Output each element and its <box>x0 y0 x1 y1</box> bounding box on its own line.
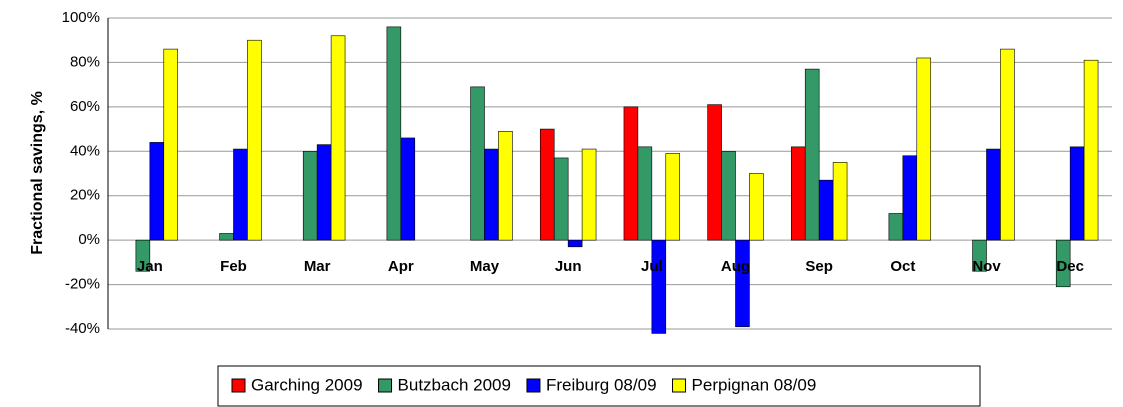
legend-swatch <box>231 378 246 393</box>
y-tick-label: 60% <box>70 98 100 115</box>
legend-swatch <box>672 378 687 393</box>
bar <box>790 146 806 241</box>
bar <box>637 146 653 241</box>
bar <box>749 173 764 241</box>
x-tick-label: Nov <box>972 258 1001 275</box>
bar <box>567 239 583 248</box>
y-tick-label: 100% <box>62 9 100 26</box>
bar <box>539 128 555 241</box>
bar <box>804 68 820 241</box>
bar <box>484 148 499 241</box>
bar <box>163 48 179 241</box>
x-tick-label: Jan <box>137 258 163 275</box>
legend-label: Garching 2009 <box>251 375 363 394</box>
x-tick-label: Sep <box>805 258 833 275</box>
legend <box>217 365 981 407</box>
bar <box>972 239 987 272</box>
bar <box>219 233 234 241</box>
y-tick-label: -20% <box>65 276 100 293</box>
x-tick-label: Oct <box>890 258 915 275</box>
bar <box>400 137 416 241</box>
y-axis-label: Fractional savings, % <box>29 91 46 255</box>
bar <box>149 142 165 241</box>
legend-label: Freiburg 08/09 <box>546 375 657 394</box>
x-tick-label: Jun <box>555 258 582 275</box>
bar <box>623 106 639 241</box>
bar <box>1000 48 1015 241</box>
bar <box>1055 239 1071 288</box>
bar <box>916 57 932 241</box>
y-tick-label: 20% <box>70 187 100 204</box>
bar <box>553 157 569 241</box>
bar <box>330 35 346 241</box>
bar <box>470 86 485 241</box>
bar <box>233 148 248 241</box>
x-tick-label: Mar <box>304 258 331 275</box>
bar <box>832 162 848 241</box>
bar <box>651 239 667 334</box>
bar <box>581 148 597 241</box>
bar <box>247 39 262 241</box>
bar <box>316 144 332 241</box>
x-tick-label: Feb <box>220 258 247 275</box>
x-tick-label: May <box>470 258 500 275</box>
bar <box>721 150 736 241</box>
x-tick-label: Apr <box>388 258 414 275</box>
x-tick-label: Dec <box>1056 258 1084 275</box>
bar <box>902 155 918 241</box>
y-tick-label: 80% <box>70 53 100 70</box>
bar <box>1083 59 1099 241</box>
y-tick-label: -40% <box>65 320 100 337</box>
y-tick-label: 40% <box>70 142 100 159</box>
legend-swatch <box>378 378 393 393</box>
bar <box>707 104 722 241</box>
y-tick-label: 0% <box>78 231 100 248</box>
bar <box>135 239 151 272</box>
bar <box>386 26 402 241</box>
bar <box>735 239 750 328</box>
bar <box>665 153 681 241</box>
bar <box>986 148 1001 241</box>
bar <box>498 130 513 241</box>
bar <box>818 179 834 241</box>
bar <box>302 150 318 241</box>
x-tick-label: Jul <box>641 258 663 275</box>
legend-label: Perpignan 08/09 <box>692 375 817 394</box>
legend-swatch <box>526 378 541 393</box>
bar <box>888 213 904 241</box>
legend-label: Butzbach 2009 <box>398 375 511 394</box>
x-tick-label: Aug <box>721 258 750 275</box>
bar <box>1069 146 1085 241</box>
